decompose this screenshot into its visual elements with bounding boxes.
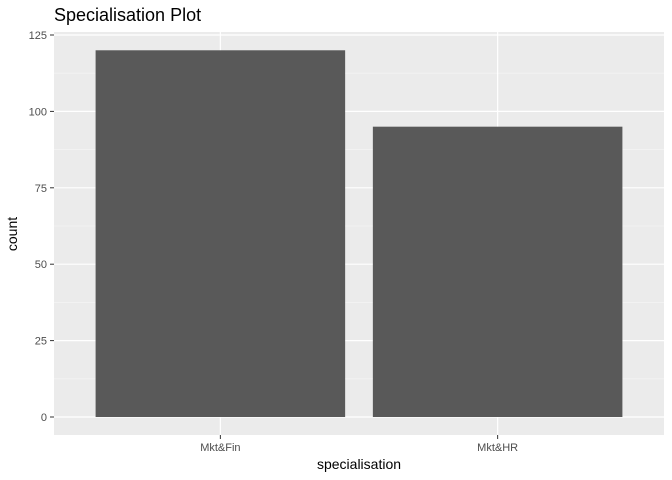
y-tick-label: 0	[41, 412, 47, 424]
bar-mkt-hr	[372, 126, 623, 418]
y-tick-label: 100	[29, 106, 47, 118]
y-axis-title: count	[4, 217, 20, 251]
y-tick-label: 25	[35, 336, 47, 348]
y-tick-label: 50	[35, 259, 47, 271]
bars	[95, 50, 623, 418]
x-axis-title: specialisation	[317, 456, 401, 472]
y-tick-label: 75	[35, 183, 47, 195]
bar-mkt-fin	[95, 50, 346, 417]
x-axis-ticks: Mkt&Fin Mkt&HR	[200, 435, 518, 454]
y-tick-label: 125	[29, 30, 47, 42]
x-tick-label: Mkt&Fin	[200, 442, 240, 454]
x-tick-label: Mkt&HR	[477, 442, 518, 454]
y-axis-ticks: 0 25 50 75 100 125	[29, 30, 54, 424]
chart-title: Specialisation Plot	[54, 5, 201, 25]
